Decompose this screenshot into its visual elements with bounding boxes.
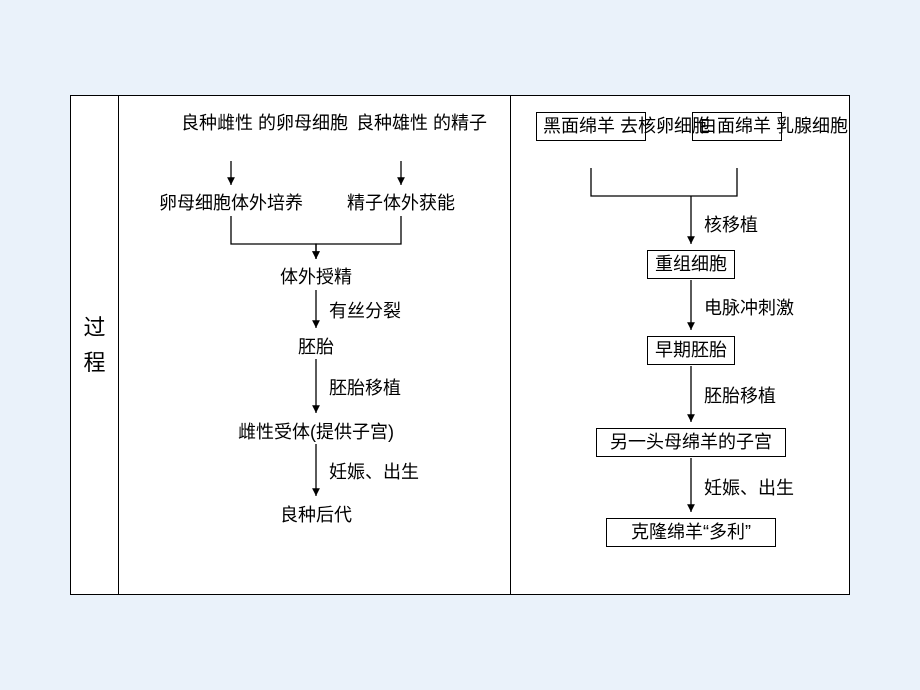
row-label: 过 程 <box>84 310 106 380</box>
right-flowchart-panel: 黑面绵羊 去核卵细胞 白面绵羊 乳腺细胞重组细胞早期胚胎另一头母绵羊的子宫克隆绵羊… <box>511 96 849 594</box>
left-edge-label-6: 妊娠、出生 <box>329 458 419 484</box>
left-node-l_n7: 雌性受体(提供子宫) <box>226 421 406 444</box>
diagram-frame: 过 程 良种雌性 的卵母细胞 良种雄性 的精子卵母细胞体外培养 精子体外获能体外授精… <box>70 95 850 595</box>
right-node-r_n4: 早期胚胎 <box>647 336 735 365</box>
right-node-r_n2: 白面绵羊 乳腺细胞 <box>692 112 782 141</box>
left-node-l_n2: 良种雄性 的精子 <box>356 112 446 135</box>
row-label-column: 过 程 <box>71 96 119 594</box>
left-node-l_n6: 胚胎 <box>291 336 341 359</box>
right-edge-label-1: 电脉冲刺激 <box>704 294 794 320</box>
right-node-r_n5: 另一头母绵羊的子宫 <box>596 428 786 457</box>
left-flowchart-panel: 良种雌性 的卵母细胞 良种雄性 的精子卵母细胞体外培养 精子体外获能体外授精胚胎雌性… <box>119 96 511 594</box>
right-edge-label-3: 妊娠、出生 <box>704 474 794 500</box>
right-node-r_n3: 重组细胞 <box>647 250 735 279</box>
right-edge-label-2: 胚胎移植 <box>704 382 776 408</box>
left-node-l_n5: 体外授精 <box>271 266 361 289</box>
left-node-l_n4: 精子体外获能 <box>341 192 461 215</box>
right-node-r_n1: 黑面绵羊 去核卵细胞 <box>536 112 646 141</box>
right-edge-label-0: 核移植 <box>704 211 758 237</box>
left-edge-label-5: 胚胎移植 <box>329 374 401 400</box>
left-node-l_n1: 良种雌性 的卵母细胞 <box>181 112 281 135</box>
right-node-r_n6: 克隆绵羊“多利” <box>606 518 776 547</box>
left-node-l_n3: 卵母细胞体外培养 <box>151 192 311 215</box>
left-edge-label-4: 有丝分裂 <box>329 297 401 323</box>
left-node-l_n8: 良种后代 <box>271 504 361 527</box>
